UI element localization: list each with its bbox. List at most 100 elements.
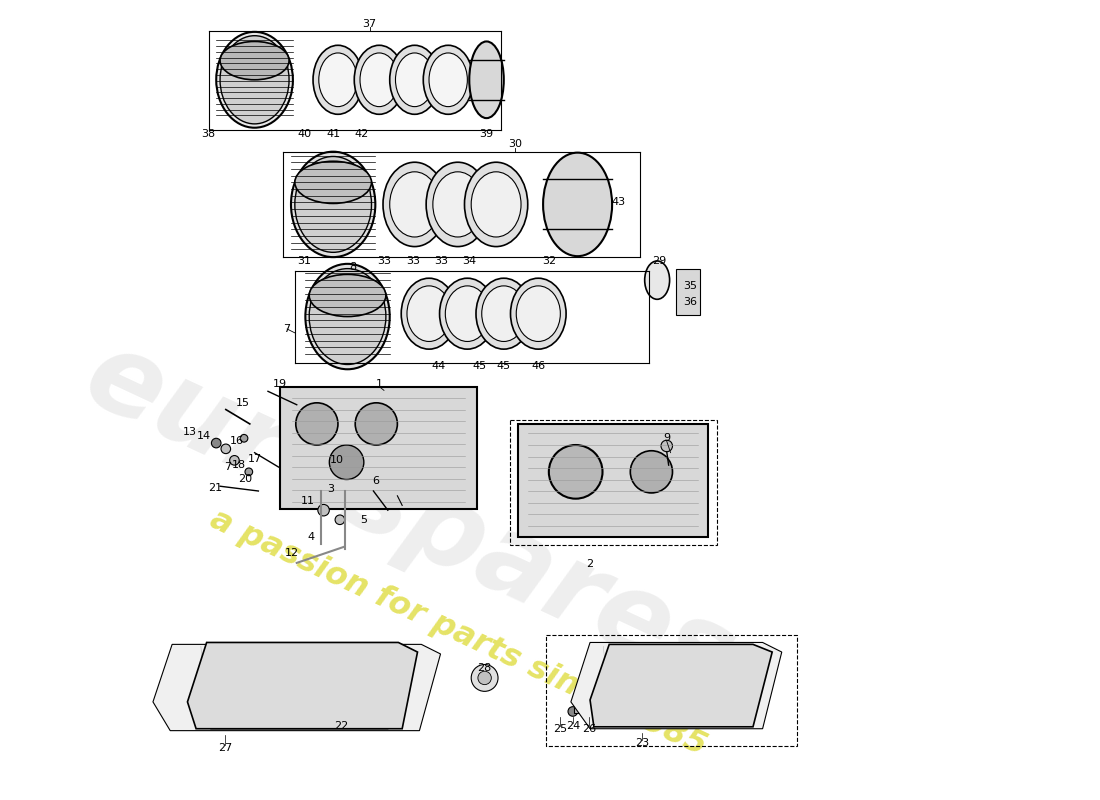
Ellipse shape (309, 274, 386, 317)
Ellipse shape (389, 172, 440, 237)
Text: 5: 5 (361, 514, 367, 525)
Text: 10: 10 (330, 455, 344, 466)
Ellipse shape (549, 445, 603, 498)
Text: 17: 17 (248, 454, 262, 464)
Text: 44: 44 (431, 362, 446, 371)
Text: 32: 32 (542, 256, 556, 266)
Text: 24: 24 (565, 721, 580, 731)
Text: 37: 37 (363, 19, 376, 29)
Text: 7: 7 (284, 324, 290, 334)
Bar (280, 386, 477, 510)
Text: 36: 36 (683, 297, 696, 307)
Circle shape (211, 438, 221, 448)
Ellipse shape (440, 278, 495, 349)
Ellipse shape (319, 53, 358, 106)
Ellipse shape (543, 153, 612, 256)
Text: 45: 45 (473, 362, 487, 371)
Ellipse shape (355, 403, 397, 445)
Bar (546, 634, 798, 746)
Text: 43: 43 (612, 197, 626, 206)
Polygon shape (187, 642, 418, 729)
Text: 31: 31 (297, 256, 311, 266)
Ellipse shape (292, 152, 375, 257)
Text: 2: 2 (586, 559, 594, 569)
Bar (518, 424, 708, 537)
Text: 7: 7 (224, 462, 231, 472)
Ellipse shape (407, 286, 451, 342)
Ellipse shape (516, 286, 560, 342)
Ellipse shape (306, 264, 389, 370)
Ellipse shape (396, 53, 433, 106)
Text: 15: 15 (236, 398, 250, 408)
Text: 46: 46 (531, 362, 546, 371)
Circle shape (477, 671, 492, 685)
Text: 9: 9 (663, 434, 670, 443)
Text: 3: 3 (327, 484, 333, 494)
Text: 6: 6 (372, 477, 378, 486)
Circle shape (336, 515, 344, 525)
Text: 19: 19 (273, 378, 286, 389)
Ellipse shape (645, 261, 670, 299)
Text: 26: 26 (582, 724, 596, 734)
Circle shape (568, 706, 578, 716)
Ellipse shape (471, 172, 521, 237)
Ellipse shape (446, 286, 490, 342)
Polygon shape (153, 644, 440, 730)
Ellipse shape (464, 162, 528, 246)
Ellipse shape (433, 172, 483, 237)
Ellipse shape (476, 278, 531, 349)
Circle shape (318, 505, 329, 516)
Circle shape (471, 665, 498, 691)
Ellipse shape (389, 46, 440, 114)
Text: a passion for parts since 1985: a passion for parts since 1985 (205, 504, 711, 762)
Ellipse shape (383, 162, 447, 246)
Text: 41: 41 (326, 130, 340, 139)
Text: 45: 45 (497, 362, 510, 371)
Text: 1: 1 (376, 378, 383, 389)
Text: 13: 13 (183, 426, 197, 437)
Ellipse shape (354, 46, 404, 114)
Text: 23: 23 (635, 738, 649, 748)
Circle shape (240, 434, 248, 442)
Bar (510, 420, 716, 545)
Polygon shape (571, 642, 782, 729)
Ellipse shape (482, 286, 526, 342)
Text: 30: 30 (508, 139, 522, 149)
Text: 28: 28 (477, 663, 492, 674)
Text: 33: 33 (377, 256, 390, 266)
Ellipse shape (630, 450, 672, 493)
Ellipse shape (220, 36, 289, 124)
Circle shape (221, 444, 231, 454)
Text: 12: 12 (285, 548, 299, 558)
Ellipse shape (402, 278, 456, 349)
Ellipse shape (220, 42, 289, 80)
Ellipse shape (217, 32, 293, 128)
Ellipse shape (295, 162, 372, 203)
Ellipse shape (470, 42, 504, 118)
Text: 14: 14 (197, 431, 211, 442)
Polygon shape (590, 644, 772, 727)
Ellipse shape (309, 269, 386, 365)
Text: 39: 39 (480, 130, 494, 139)
Text: 34: 34 (462, 256, 476, 266)
Ellipse shape (296, 403, 338, 445)
Text: 33: 33 (434, 256, 449, 266)
Text: 33: 33 (406, 256, 420, 266)
Text: 27: 27 (218, 743, 232, 753)
Text: 22: 22 (333, 721, 348, 731)
Circle shape (661, 440, 672, 452)
Text: 18: 18 (232, 460, 246, 470)
Text: 29: 29 (652, 256, 667, 266)
Bar (676, 269, 701, 314)
Ellipse shape (510, 278, 566, 349)
Ellipse shape (295, 157, 372, 252)
Text: 21: 21 (208, 483, 222, 493)
Text: 11: 11 (301, 495, 316, 506)
Ellipse shape (426, 162, 490, 246)
Text: 40: 40 (297, 130, 311, 139)
Text: 4: 4 (308, 532, 315, 542)
Text: 25: 25 (553, 724, 568, 734)
Text: eurospares: eurospares (69, 321, 751, 714)
Ellipse shape (314, 46, 363, 114)
Text: 35: 35 (683, 281, 696, 291)
